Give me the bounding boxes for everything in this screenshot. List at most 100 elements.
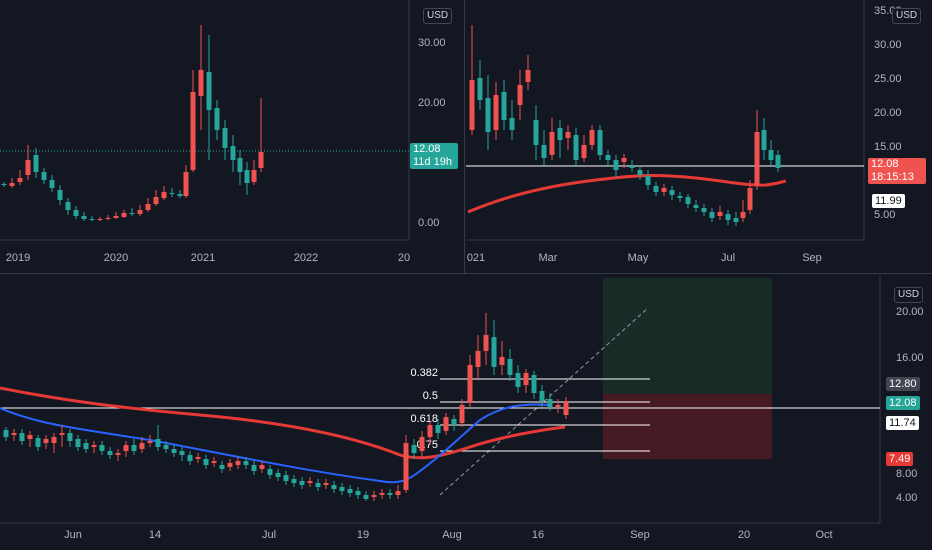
moving-average-slow <box>0 386 566 460</box>
candle-body <box>485 98 491 132</box>
candle-body <box>27 435 33 439</box>
candle-body <box>99 445 105 451</box>
candle-body <box>161 192 167 198</box>
candle-body <box>35 438 41 447</box>
candle-body <box>258 152 264 168</box>
candle-body <box>549 132 555 155</box>
candle-body <box>371 495 377 497</box>
chart-panel-yearly[interactable]: 30.00 20.00 0.00 2019 2020 2021 2022 20 USD 12.… <box>0 0 463 272</box>
daily-chart-canvas[interactable]: 35.0030.0025.0020.0015.0010.005.00021Mar… <box>466 0 932 272</box>
candle-body <box>775 155 781 168</box>
candle-body <box>113 216 119 218</box>
candle-body <box>67 433 73 441</box>
candle-body <box>222 128 228 148</box>
candle-body <box>307 481 313 483</box>
moving-average-line <box>467 174 787 214</box>
candle-body <box>291 479 297 483</box>
candle-body <box>1 184 7 185</box>
candle-body <box>315 483 321 487</box>
time-tick-label: May <box>628 252 649 264</box>
candle-body <box>557 128 563 140</box>
candle-body <box>493 95 499 130</box>
time-tick-label: Jul <box>262 529 276 541</box>
candle-body <box>81 216 87 219</box>
candle-body <box>339 487 345 491</box>
main-chart-canvas[interactable]: 20.00 16.00 8.00 4.00 Jun 14 Jul 19 Aug 16 Sep 20 Oc… <box>0 275 932 550</box>
candle-body <box>469 80 475 130</box>
candle-body <box>443 417 449 431</box>
candle-body <box>499 357 505 365</box>
candle-body <box>387 493 393 495</box>
bar-countdown: 18:15:13 <box>871 171 914 183</box>
time-tick-label: 2022 <box>294 252 318 264</box>
candle-body <box>19 433 25 441</box>
candle-body <box>645 176 651 185</box>
stop-price-tag: 7.49 <box>886 452 914 466</box>
candle-body <box>331 485 337 489</box>
moving-average-fast <box>0 403 551 484</box>
candle-body <box>565 132 571 138</box>
panel-divider-horizontal[interactable] <box>0 273 932 274</box>
candle-body <box>65 202 71 210</box>
candle-body <box>299 481 305 485</box>
candle-body <box>25 160 31 175</box>
price-tick-label: 0.00 <box>418 217 439 229</box>
bar-countdown: 11d 19h <box>413 156 452 168</box>
candle-body <box>219 465 225 469</box>
candle-body <box>531 375 537 393</box>
candle-body <box>541 145 547 158</box>
candle-body <box>179 451 185 455</box>
time-tick-label: 2021 <box>191 252 215 264</box>
candle-body <box>629 166 635 168</box>
time-tick-label: Jun <box>64 529 82 541</box>
fib-level-label: 0.5 <box>423 390 438 402</box>
candle-body <box>59 433 65 435</box>
trend-line <box>439 307 649 496</box>
price-tick-label: 5.00 <box>874 209 895 221</box>
candle-body <box>89 219 95 220</box>
time-tick-label: 2019 <box>6 252 30 264</box>
candle-body <box>483 335 489 351</box>
price-tick-label: 4.00 <box>896 492 917 504</box>
candle-body <box>171 449 177 453</box>
candle-body <box>115 453 121 455</box>
candle-body <box>183 172 189 196</box>
fib-level-label: 0.618 <box>410 413 438 425</box>
moving-average-tag: 11.74 <box>886 416 919 430</box>
candle-body <box>403 443 409 490</box>
time-tick-label: 14 <box>149 529 161 541</box>
time-tick-label: Sep <box>630 529 650 541</box>
time-tick-label: Jul <box>721 252 735 264</box>
candle-body <box>155 439 161 447</box>
candle-body <box>533 120 539 145</box>
time-tick-label: 2020 <box>104 252 128 264</box>
candle-body <box>637 170 643 175</box>
candle-body <box>523 373 529 385</box>
time-tick-label: 19 <box>357 529 369 541</box>
currency-label[interactable]: USD <box>423 8 453 24</box>
candle-body <box>395 491 401 495</box>
panel-divider-vertical[interactable] <box>464 0 465 273</box>
candle-body <box>267 469 273 475</box>
candle-body <box>563 401 569 415</box>
candle-body <box>589 130 595 145</box>
candle-body <box>198 70 204 96</box>
candle-body <box>275 473 281 477</box>
currency-label[interactable]: USD <box>892 8 922 24</box>
candle-body <box>467 365 473 403</box>
candle-body <box>177 194 183 196</box>
time-tick-label: Oct <box>815 529 832 541</box>
price-tick-label: 15.00 <box>874 141 902 153</box>
candle-body <box>451 419 457 425</box>
candle-body <box>477 78 483 100</box>
time-tick-label: 021 <box>467 252 485 264</box>
candle-body <box>187 455 193 461</box>
candle-body <box>427 425 433 437</box>
yearly-chart-canvas[interactable]: 30.00 20.00 0.00 2019 2020 2021 2022 20 <box>0 0 463 272</box>
chart-panel-main[interactable]: 20.00 16.00 8.00 4.00 Jun 14 Jul 19 Aug 16 Sep 20 Oc… <box>0 275 932 550</box>
candle-body <box>754 132 760 185</box>
candle-body <box>709 212 715 218</box>
candle-body <box>230 146 236 160</box>
currency-label[interactable]: USD <box>894 287 924 303</box>
chart-panel-daily[interactable]: 35.0030.0025.0020.0015.0010.005.00021Mar… <box>466 0 932 272</box>
